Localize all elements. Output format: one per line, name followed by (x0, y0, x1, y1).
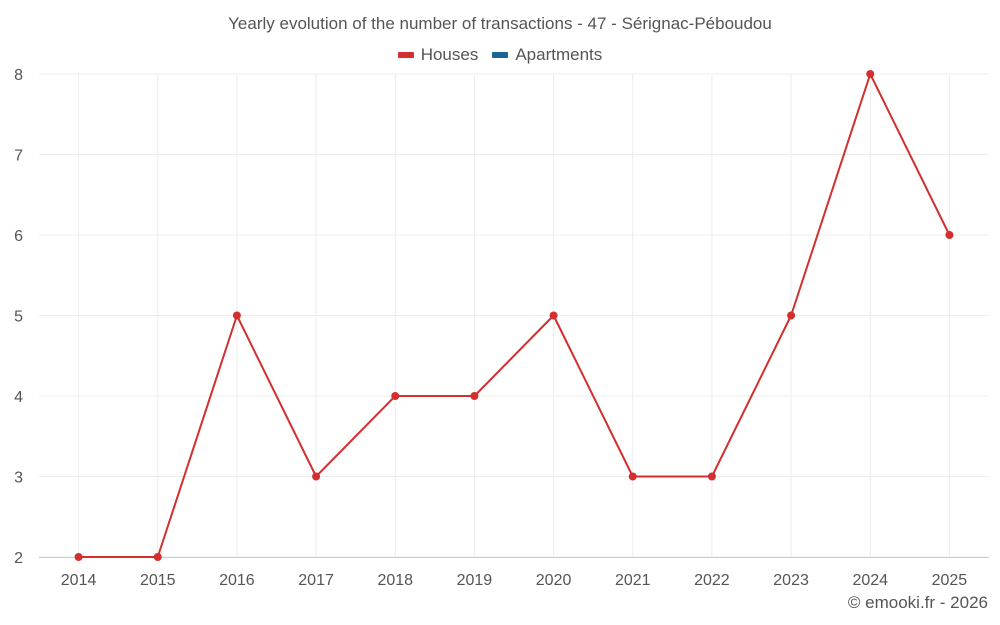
legend-item-apartments[interactable]: Apartments (492, 45, 602, 65)
y-tick-label: 2 (14, 550, 23, 567)
data-point-houses (312, 472, 321, 481)
data-point-houses (232, 311, 241, 320)
series-line-houses (78, 73, 951, 558)
x-tick-label: 2022 (694, 572, 730, 589)
x-tick-label: 2021 (615, 572, 651, 589)
legend-swatch-houses (397, 52, 414, 58)
x-tick-label: 2023 (773, 572, 809, 589)
x-tick-label: 2024 (852, 572, 888, 589)
data-point-houses (391, 392, 400, 400)
chart-title: Yearly evolution of the number of transa… (228, 14, 772, 33)
x-tick-label: 2015 (140, 572, 176, 589)
copyright-text: © emooki.fr - 2026 (847, 593, 988, 612)
y-tick-label: 5 (14, 309, 23, 326)
data-point-houses (74, 553, 83, 561)
y-tick-label: 8 (14, 67, 23, 84)
data-point-houses (628, 472, 637, 481)
legend-item-houses[interactable]: Houses (397, 45, 479, 65)
x-tick-label: 2018 (377, 572, 413, 589)
y-tick-label: 7 (14, 148, 23, 165)
legend-swatch-apartments (492, 52, 509, 58)
y-tick-label: 4 (14, 389, 23, 406)
data-point-houses (153, 553, 162, 561)
data-point-houses (470, 392, 479, 400)
data-point-houses (549, 311, 558, 320)
x-tick-label: 2016 (219, 572, 255, 589)
x-tick-label: 2020 (536, 572, 572, 589)
x-tick-label: 2025 (932, 572, 968, 589)
data-point-houses (707, 472, 716, 481)
y-tick-label: 6 (14, 228, 23, 245)
legend: Houses Apartments (0, 45, 1000, 65)
x-tick-label: 2017 (298, 572, 334, 589)
legend-label-apartments: Apartments (515, 45, 603, 64)
data-point-houses (866, 70, 875, 78)
x-tick-label: 2019 (457, 572, 493, 589)
data-point-houses (787, 311, 796, 320)
data-point-houses (945, 231, 954, 239)
x-tick-label: 2014 (61, 572, 97, 589)
y-tick-label: 3 (14, 470, 23, 487)
legend-label-houses: Houses (420, 45, 479, 64)
